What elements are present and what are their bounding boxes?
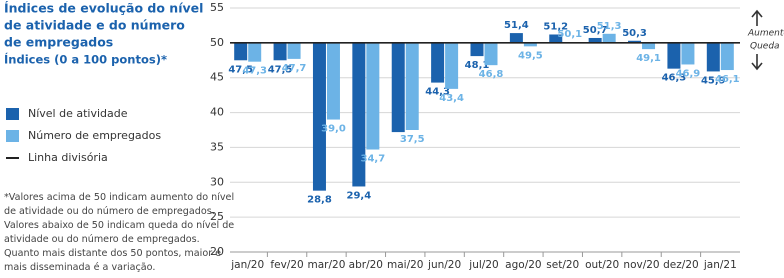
y-tick-label: 50 — [210, 36, 224, 49]
value-label: 46,8 — [479, 69, 504, 80]
y-tick-label: 35 — [210, 140, 224, 153]
y-tick-label: 40 — [210, 106, 224, 119]
value-label: 46,1 — [715, 74, 740, 85]
bar — [681, 42, 695, 65]
legend-swatch — [6, 130, 19, 142]
y-tick-label: 30 — [210, 175, 224, 188]
bar — [706, 42, 720, 72]
bar — [366, 42, 380, 150]
bar — [326, 42, 340, 120]
arrow-down — [751, 54, 763, 71]
footnote: mais disseminada é a variação. — [4, 261, 155, 273]
bar — [234, 42, 248, 61]
value-label: 49,1 — [636, 53, 661, 64]
value-label: 46,3 — [662, 73, 687, 84]
chart-title: Índices de evolução do nível — [4, 1, 203, 16]
value-label: 49,5 — [518, 50, 543, 61]
bar — [484, 42, 498, 66]
value-label: 47,5 — [268, 64, 293, 75]
bar — [549, 34, 563, 43]
bar — [352, 42, 366, 187]
value-label: 48,1 — [465, 60, 490, 71]
bar — [445, 42, 459, 89]
annotation: Queda — [750, 42, 780, 52]
annotation: Aumento — [747, 29, 784, 39]
value-label: 51,4 — [504, 20, 529, 31]
value-label: 47,3 — [242, 66, 267, 77]
bar — [588, 37, 602, 43]
value-label: 51,3 — [597, 21, 622, 32]
bar — [667, 42, 681, 69]
legend-label: Número de empregados — [28, 129, 161, 142]
y-tick-label: 55 — [210, 1, 224, 14]
footnote: Quanto mais distante dos 50 pontos, maio… — [4, 248, 221, 259]
bar — [602, 33, 616, 43]
x-tick-label: set/20 — [546, 259, 579, 271]
footnote: Valores abaixo de 50 indicam queda do ní… — [4, 219, 234, 231]
bar — [312, 42, 326, 191]
value-label: 50,1 — [557, 29, 582, 40]
x-tick-label: mai/20 — [387, 259, 423, 271]
bar — [523, 42, 537, 47]
value-label: 47,7 — [282, 63, 307, 74]
legend-swatch — [6, 108, 19, 120]
chart-subtitle: Índices (0 a 100 pontos)* — [4, 52, 167, 67]
footnote: de atividade ou do número de empregados. — [4, 205, 215, 217]
value-label: 29,4 — [347, 190, 372, 201]
value-label: 45,9 — [701, 75, 726, 86]
x-tick-label: mar/20 — [308, 259, 346, 271]
value-label: 50,7 — [583, 25, 608, 36]
bar — [287, 42, 301, 59]
footnote: atividade ou do número de empregados. — [4, 233, 200, 245]
legend-label: Nível de atividade — [28, 107, 128, 120]
bar — [720, 42, 734, 71]
value-label: 47,5 — [228, 64, 253, 75]
chart-title: de atividade e do número — [4, 18, 185, 33]
x-tick-label: out/20 — [585, 259, 619, 271]
value-label: 44,3 — [425, 87, 450, 98]
x-tick-label: jan/21 — [703, 259, 737, 271]
x-tick-label: dez/20 — [663, 259, 699, 271]
value-label: 37,5 — [400, 134, 425, 145]
x-tick-label: fev/20 — [270, 259, 303, 271]
chart-title: de empregados — [4, 35, 113, 50]
y-tick-label: 45 — [210, 71, 224, 84]
bar — [391, 42, 405, 133]
bar — [248, 42, 262, 62]
value-label: 51,2 — [543, 21, 568, 32]
bar — [509, 33, 523, 43]
bar — [273, 42, 287, 61]
y-tick-label: 25 — [210, 210, 224, 223]
legend-label: Linha divisória — [28, 151, 108, 164]
bar — [628, 40, 642, 43]
x-tick-label: jun/20 — [427, 259, 461, 271]
bar — [642, 42, 656, 50]
x-tick-label: jul/20 — [468, 259, 498, 271]
bar — [470, 42, 484, 57]
value-label: 43,4 — [439, 93, 464, 104]
x-tick-label: abr/20 — [349, 259, 383, 271]
value-label: 50,3 — [622, 28, 647, 39]
x-tick-label: nov/20 — [623, 259, 659, 271]
y-tick-label: 20 — [210, 245, 224, 258]
value-label: 46,9 — [676, 68, 701, 79]
value-label: 39,0 — [321, 124, 346, 135]
bar — [431, 42, 445, 83]
value-label: 28,8 — [307, 195, 332, 206]
x-tick-label: jan/20 — [230, 259, 264, 271]
footnote: *Valores acima de 50 indicam aumento do … — [4, 191, 234, 203]
bar — [405, 42, 419, 130]
x-tick-label: ago/20 — [505, 259, 541, 271]
value-label: 34,7 — [361, 154, 386, 165]
arrow-up — [751, 9, 763, 26]
